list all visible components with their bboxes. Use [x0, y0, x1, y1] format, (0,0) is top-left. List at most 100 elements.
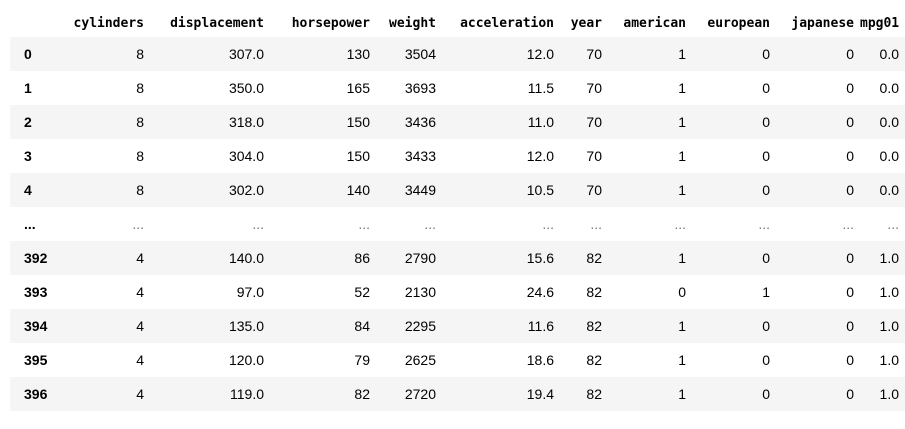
- table-cell: ...: [132, 216, 144, 232]
- table-cell: 82: [586, 284, 602, 300]
- table-cell: 3436: [404, 114, 436, 130]
- row-index: 0: [24, 46, 32, 62]
- table-cell: 8: [136, 46, 144, 62]
- table-cell: 120.0: [228, 352, 264, 368]
- table-cell: 1: [678, 46, 686, 62]
- table-cell: 8: [136, 114, 144, 130]
- table-cell: 12.0: [526, 148, 554, 164]
- table-cell: 3433: [404, 148, 436, 164]
- table-cell: 15.6: [526, 250, 554, 266]
- table-cell: 302.0: [228, 182, 264, 198]
- table-cell: 82: [354, 386, 370, 402]
- table-cell: 70: [586, 148, 602, 164]
- table-cell: 1: [678, 386, 686, 402]
- column-header-mpg01: mpg01: [860, 15, 900, 31]
- table-cell: 135.0: [228, 318, 264, 334]
- row-index: ...: [24, 216, 36, 232]
- column-header-year: year: [570, 15, 602, 31]
- table-cell: 4: [136, 318, 144, 334]
- row-index: 1: [24, 80, 32, 96]
- table-cell: ...: [424, 216, 436, 232]
- table-cell: 82: [586, 386, 602, 402]
- table-cell: 0: [762, 352, 770, 368]
- table-cell: 70: [586, 46, 602, 62]
- table-cell: 307.0: [228, 46, 264, 62]
- table-cell: 0: [846, 80, 854, 96]
- table-cell: 8: [136, 148, 144, 164]
- table-cell: 97.0: [236, 284, 264, 300]
- table-cell: 24.6: [526, 284, 554, 300]
- row-index: 395: [24, 352, 48, 368]
- column-header-displacement: displacement: [170, 15, 264, 31]
- table-row: 392 4 140.0 86 2790 15.6 82 1 0 0 1.0: [10, 241, 905, 275]
- table-cell: 0: [846, 148, 854, 164]
- column-header-japanese: japanese: [791, 15, 854, 31]
- column-header-cylinders: cylinders: [73, 15, 144, 31]
- table-row: 395 4 120.0 79 2625 18.6 82 1 0 0 1.0: [10, 343, 905, 377]
- table-cell: 3504: [404, 46, 436, 62]
- table-cell: 70: [586, 80, 602, 96]
- table-cell: 12.0: [526, 46, 554, 62]
- table-cell: 2295: [404, 318, 436, 334]
- table-cell: 0: [762, 114, 770, 130]
- table-cell: 70: [586, 114, 602, 130]
- table-cell: 0: [846, 250, 854, 266]
- table-cell: 1: [762, 284, 770, 300]
- row-index: 396: [24, 386, 48, 402]
- table-cell: 0: [762, 182, 770, 198]
- table-cell: 318.0: [228, 114, 264, 130]
- table-cell: 0.0: [879, 148, 899, 164]
- table-cell: ...: [590, 216, 602, 232]
- table-cell: 150: [346, 148, 370, 164]
- row-index: 392: [24, 250, 48, 266]
- table-cell: 4: [136, 352, 144, 368]
- table-cell: 84: [354, 318, 370, 334]
- table-row: 0 8 307.0 130 3504 12.0 70 1 0 0 0.0: [10, 37, 905, 71]
- ellipsis-row: .................................: [10, 207, 905, 241]
- header-row: cylinders displacement horsepower weight…: [10, 9, 905, 37]
- table-cell: ...: [842, 216, 854, 232]
- table-cell: 82: [586, 352, 602, 368]
- table-cell: 1.0: [879, 284, 899, 300]
- table-cell: 4: [136, 284, 144, 300]
- table-cell: 165: [346, 80, 370, 96]
- table-cell: 140.0: [228, 250, 264, 266]
- table-cell: 150: [346, 114, 370, 130]
- table-cell: 0.0: [879, 80, 899, 96]
- table-cell: 0: [846, 284, 854, 300]
- table-cell: 0.0: [879, 182, 899, 198]
- table-cell: 1: [678, 182, 686, 198]
- table-cell: ...: [887, 216, 899, 232]
- table-row: 2 8 318.0 150 3436 11.0 70 1 0 0 0.0: [10, 105, 905, 139]
- table-cell: 79: [354, 352, 370, 368]
- table-cell: 0: [762, 80, 770, 96]
- table-cell: 0: [762, 250, 770, 266]
- dataframe-table: cylinders displacement horsepower weight…: [10, 9, 905, 411]
- table-cell: 1: [678, 80, 686, 96]
- table-cell: 0: [762, 318, 770, 334]
- table-cell: 70: [586, 182, 602, 198]
- table-cell: 82: [586, 250, 602, 266]
- table-row: 1 8 350.0 165 3693 11.5 70 1 0 0 0.0: [10, 71, 905, 105]
- table-cell: 82: [586, 318, 602, 334]
- table-cell: 1: [678, 352, 686, 368]
- table-cell: 8: [136, 182, 144, 198]
- table-cell: 11.6: [527, 318, 554, 334]
- table-cell: 11.0: [527, 114, 554, 130]
- table-cell: 0.0: [879, 46, 899, 62]
- row-index: 3: [24, 148, 32, 164]
- table-cell: 0: [846, 386, 854, 402]
- table-cell: 3693: [404, 80, 436, 96]
- table-cell: 0: [762, 46, 770, 62]
- table-cell: 304.0: [228, 148, 264, 164]
- table-cell: 119.0: [230, 386, 264, 402]
- table-row: 4 8 302.0 140 3449 10.5 70 1 0 0 0.0: [10, 173, 905, 207]
- table-cell: ...: [674, 216, 686, 232]
- table-cell: 18.6: [526, 352, 554, 368]
- table-cell: 130: [346, 46, 370, 62]
- table-cell: 350.0: [228, 80, 264, 96]
- column-header-horsepower: horsepower: [291, 15, 370, 31]
- table-row: 396 4 119.0 82 2720 19.4 82 1 0 0 1.0: [10, 377, 905, 411]
- table-cell: 0: [678, 284, 686, 300]
